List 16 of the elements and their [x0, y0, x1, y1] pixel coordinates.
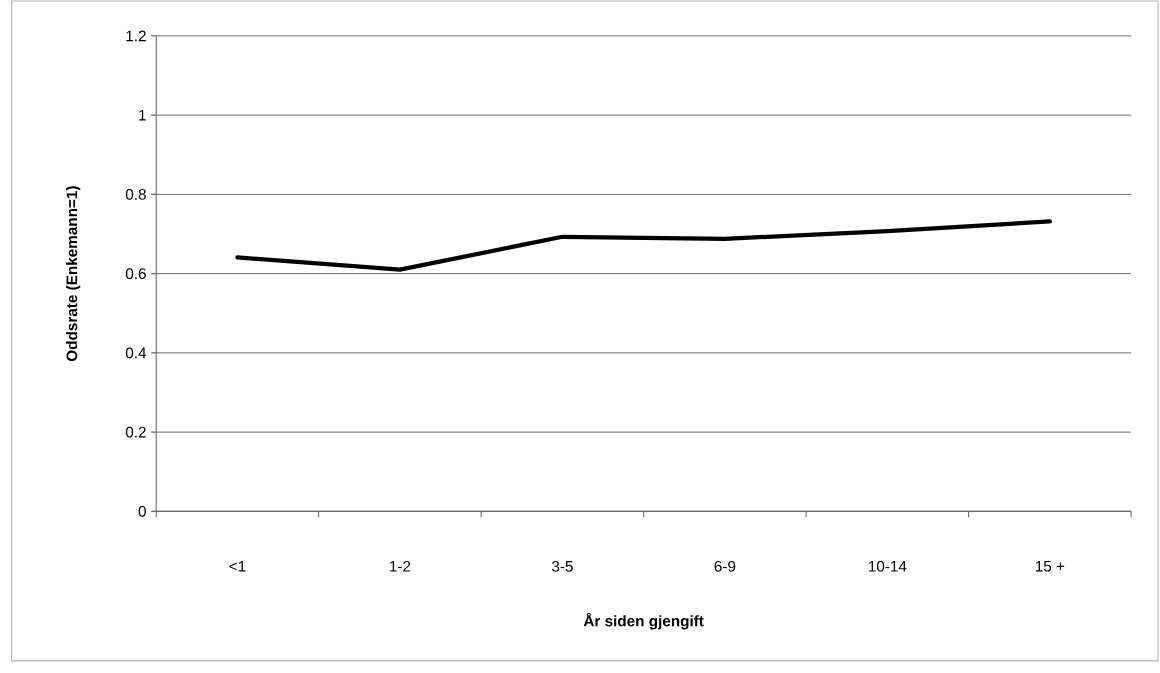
- x-tick-label: 3-5: [551, 560, 573, 572]
- y-tick-label: 1.2: [126, 30, 146, 42]
- y-tick-label: 0.8: [125, 189, 146, 200]
- y-tick-label: 0.2: [125, 426, 146, 438]
- x-tick-label: 1-2: [390, 560, 411, 572]
- y-axis-title: Oddsrate (Enkemann=1): [66, 186, 81, 362]
- y-tick-label: 0.6: [125, 268, 146, 280]
- y-tick-label: 1: [139, 109, 146, 121]
- x-tick-label: <1: [229, 561, 246, 572]
- line-series: [235, 219, 1052, 272]
- x-tick-label: 10-14: [868, 560, 907, 572]
- y-tick-label: 0.4: [125, 347, 147, 359]
- y-tick-label: 0: [138, 506, 146, 517]
- x-tick-label: 6-9: [714, 560, 736, 572]
- x-tick-label: 15 +: [1035, 561, 1065, 572]
- x-axis-title: År siden gjengift: [583, 612, 704, 630]
